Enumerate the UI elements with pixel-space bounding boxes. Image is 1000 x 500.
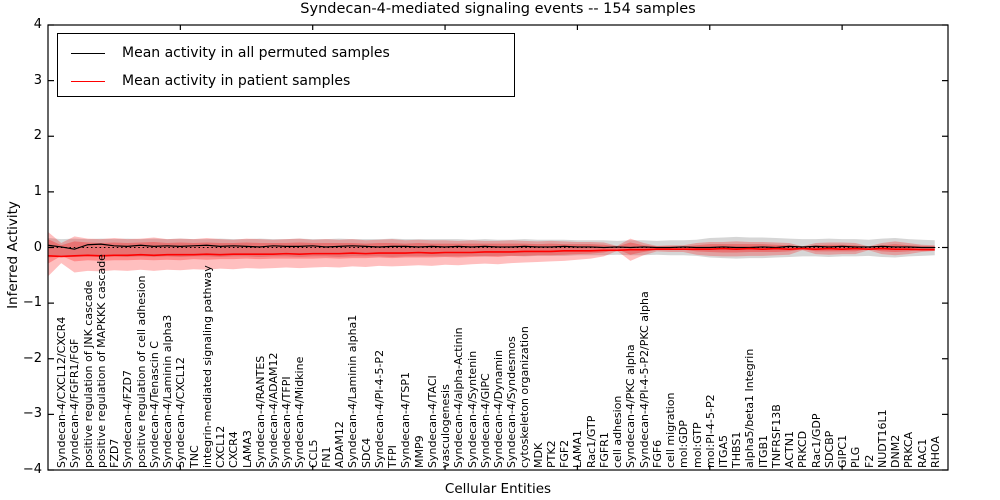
x-tick-label: mol:GTP [690, 422, 704, 468]
x-tick-label: Syndecan-4/ADAM12 [267, 352, 280, 468]
x-tick-label: Syndecan-4/TACI [425, 375, 439, 468]
y-tick-label: −3 [22, 406, 42, 422]
y-tick-label: −2 [22, 350, 42, 366]
x-tick-label: Syndecan-4/GIPC [478, 373, 492, 468]
y-tick-label: −1 [22, 295, 42, 311]
x-tick-label: ITGB1 [756, 434, 770, 468]
x-axis-label: Cellular Entities [444, 481, 552, 497]
x-tick-label: Syndecan-4/Tenascin C [147, 341, 161, 468]
x-tick-label: cell adhesion [611, 395, 625, 468]
x-tick-label: TFPI [386, 445, 400, 468]
patient-samples-band-outer [48, 231, 935, 277]
x-tick-label: ACTN1 [783, 431, 797, 468]
y-tick-label: −4 [22, 462, 42, 477]
x-tick-label: alpha5/beta1 Integrin [743, 348, 757, 468]
x-tick-label: PRKCD [796, 430, 810, 468]
x-tick-label: Syndecan-4/Laminin alpha3 [161, 314, 175, 468]
x-tick-label: Syndecan-4/PKC alpha [624, 344, 638, 468]
x-tick-label: FN1 [319, 446, 333, 468]
x-tick-label: cell migration [664, 392, 678, 468]
x-tick-label: F2 [862, 454, 876, 468]
x-tick-label: Syndecan-4/Laminin alpha1 [346, 314, 360, 468]
x-tick-label: ADAM12 [333, 421, 347, 468]
y-tick-label: 1 [33, 183, 42, 199]
x-tick-label: integrin-mediated signaling pathway [200, 265, 214, 468]
legend-line-red [71, 80, 105, 82]
x-tick-label: Rac1/GTP [584, 415, 598, 468]
x-tick-label: TNFRSF13B [769, 404, 783, 468]
x-tick-label: NUDT16L1 [875, 409, 889, 468]
x-tick-label: Syndecan-4/Syndesmos [505, 336, 519, 468]
legend-line-black [71, 52, 105, 54]
x-tick-label: Syndecan-4/Midkine [293, 356, 307, 468]
x-tick-label: Syndecan-4/alpha-Actinin [452, 327, 466, 468]
x-tick-label: PLG [849, 446, 863, 468]
x-tick-label: CXCL12 [214, 425, 228, 468]
y-tick-label: 2 [33, 128, 42, 144]
x-tick-label: Syndecan-4/CXCL12 [174, 357, 188, 468]
y-tick-label: 4 [33, 17, 42, 32]
x-tick-label: Syndecan-4/Dynamin [492, 349, 505, 468]
x-tick-label: CXCR4 [227, 431, 241, 468]
x-tick-label: RHOA [928, 436, 942, 468]
x-tick-label: ITGA5 [717, 434, 730, 468]
x-tick-label: MMP9 [412, 435, 426, 468]
x-tick-label: CCL5 [306, 439, 320, 469]
x-tick-label: cytoskeleton organization [518, 326, 532, 468]
legend-item-permuted: Mean activity in all permuted samples [58, 42, 390, 64]
x-tick-label: Syndecan-4/PI-4-5-P2 [372, 349, 386, 468]
legend-label-permuted: Mean activity in all permuted samples [122, 45, 390, 61]
legend-box: Mean activity in all permuted samples Me… [57, 33, 515, 97]
x-tick-label: positive regulation of JNK cascade [81, 280, 95, 468]
x-tick-label: TNC [187, 445, 201, 468]
y-tick-label: 0 [33, 239, 42, 255]
x-tick-label: MDK [531, 442, 545, 468]
x-tick-label: mol:GDP [677, 420, 691, 468]
x-tick-label: Syndecan-4/TFPI [280, 376, 294, 468]
series-line-patient [47, 247, 935, 258]
legend-label-patient: Mean activity in patient samples [122, 73, 351, 89]
x-tick-label: PTK2 [544, 440, 558, 468]
x-tick-label: FGF6 [650, 439, 664, 468]
legend-item-patient: Mean activity in patient samples [58, 70, 350, 92]
x-tick-label: Syndecan-4/Syntenin [465, 350, 479, 468]
x-tick-label: LAMA3 [240, 430, 254, 468]
x-tick-label: FZD7 [108, 438, 122, 468]
x-tick-label: LAMA1 [571, 430, 585, 468]
x-tick-label: mol:PI-4-5-P2 [703, 394, 717, 468]
series-line-permuted [47, 243, 935, 250]
x-tick-label: positive regulation of cell adhesion [134, 275, 148, 468]
x-tick-label: positive regulation of MAPKKK cascade [94, 254, 108, 468]
x-tick-label: SDC4 [359, 437, 373, 468]
x-tick-label: PRKCA [902, 431, 916, 468]
x-tick-label: Syndecan-4/PI-4-5-P2/PKC alpha [637, 291, 651, 468]
x-tick-label: FGFR1 [597, 432, 611, 468]
y-tick-label: 3 [33, 72, 42, 88]
x-tick-label: Syndecan-4/RANTES [253, 355, 267, 468]
x-tick-label: Syndecan-4/FGFR1/FGF [68, 338, 82, 468]
x-tick-label: SDCBP [822, 430, 836, 468]
x-tick-label: THBS1 [730, 431, 744, 468]
x-tick-label: RAC1 [915, 438, 929, 468]
x-tick-label: Rac1/GDP [809, 413, 823, 468]
x-tick-label: Syndecan-4/FZD7 [121, 370, 135, 468]
chart-title: Syndecan-4-mediated signaling events -- … [300, 1, 696, 17]
x-tick-label: GIPC1 [836, 434, 850, 468]
x-tick-label: Syndecan-4/CXCL12/CXCR4 [55, 316, 69, 468]
x-tick-label: vasculogenesis [439, 384, 453, 468]
x-tick-label: DNM2 [889, 434, 903, 468]
x-tick-label: FGF2 [558, 439, 572, 468]
x-tick-label: Syndecan-4/TSP1 [399, 372, 413, 468]
